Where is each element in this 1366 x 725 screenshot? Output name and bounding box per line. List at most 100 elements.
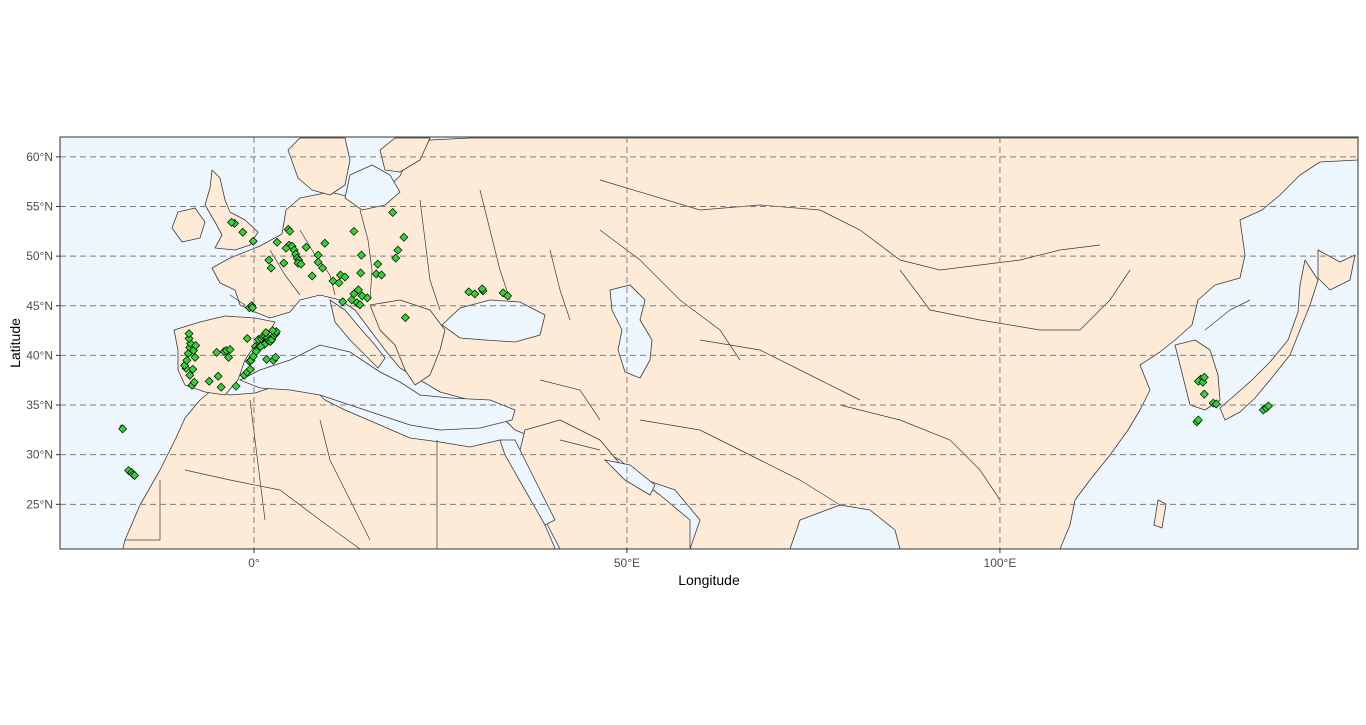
occurrence-point (184, 334, 194, 344)
occurrence-point (268, 326, 278, 336)
occurrence-point (356, 250, 366, 260)
occurrence-point (340, 272, 350, 282)
baltic-sea (344, 164, 401, 211)
occurrence-point (1193, 415, 1203, 425)
occurrence-point (393, 245, 403, 255)
occurrence-point (320, 238, 330, 248)
occurrence-point (391, 253, 401, 263)
occurrence-point (182, 355, 192, 365)
x-tick-label: 50°E (614, 556, 640, 570)
occurrence-point (248, 236, 258, 246)
occurrence-point (313, 257, 323, 267)
x-axis: 0° 50°E 100°E (248, 549, 1016, 570)
x-axis-title: Longitude (678, 572, 740, 588)
occurrence-point (216, 382, 226, 392)
occurrence-point (334, 278, 344, 288)
occurrence-point (1199, 372, 1209, 382)
occurrence-point (301, 242, 311, 252)
occurrence-point (362, 293, 372, 303)
occurrence-point (225, 344, 235, 354)
occurrence-point (355, 300, 365, 310)
occurrence-point (242, 334, 252, 344)
country-borders (125, 179, 1251, 549)
occurrence-point (1211, 399, 1221, 409)
occurrence-point (227, 217, 237, 227)
y-tick-label: 40°N (26, 348, 53, 362)
occurrence-point (238, 227, 248, 237)
y-tick-label: 25°N (26, 497, 53, 511)
occurrence-point (356, 268, 366, 278)
hokkaido-landmass (1317, 249, 1356, 291)
y-tick-label: 45°N (26, 299, 53, 313)
occurrence-point (1199, 389, 1209, 399)
occurrence-point (190, 352, 200, 362)
ireland-landmass (171, 207, 206, 243)
occurrence-point (231, 381, 241, 391)
red-sea (499, 439, 556, 526)
italy-landmass (329, 299, 386, 369)
grid-lines (60, 137, 1358, 549)
x-tick-label: 0° (248, 556, 260, 570)
finland-landmass (379, 137, 431, 173)
occurrence-point (377, 270, 387, 280)
occurrence-point (130, 471, 140, 481)
balkans-landmass (369, 299, 446, 386)
occurrence-point (256, 341, 266, 351)
occurrence-point (318, 263, 328, 273)
taiwan-landmass (1153, 499, 1167, 529)
occurrence-point (118, 424, 128, 434)
occurrence-point (373, 259, 383, 269)
occurrence-point (189, 377, 199, 387)
occurrence-point (184, 329, 194, 339)
y-tick-label: 30°N (26, 448, 53, 462)
occurrence-point (349, 226, 359, 236)
occurrence-point (185, 370, 195, 380)
caspian-sea (609, 284, 653, 379)
y-axis: 25°N 30°N 35°N 40°N 45°N 50°N 55°N 60°N (26, 150, 60, 511)
occurrence-point (261, 328, 271, 338)
occurrence-point (271, 352, 281, 362)
y-tick-label: 35°N (26, 398, 53, 412)
occurrence-point (248, 351, 258, 361)
black-sea (441, 299, 546, 343)
occurrence-point (188, 364, 198, 374)
occurrence-point (262, 354, 272, 364)
occurrence-point (264, 255, 274, 265)
occurrence-point (266, 263, 276, 273)
occurrence-point (272, 237, 282, 247)
inland-seas (239, 164, 656, 526)
y-axis-title: Latitude (7, 318, 23, 368)
occurrence-point (191, 340, 201, 350)
occurrence-point (224, 352, 234, 362)
land-layer (119, 137, 1358, 549)
x-tick-label: 100°E (984, 556, 1017, 570)
occurrence-point (400, 313, 410, 323)
occurrence-point (245, 364, 255, 374)
eurasia-landmass (211, 137, 1358, 549)
occurrence-point (399, 232, 409, 242)
y-tick-label: 50°N (26, 249, 53, 263)
occurrence-point (338, 297, 348, 307)
occurrence-point (279, 258, 289, 268)
occurrence-point (388, 207, 398, 217)
occurrence-point (307, 271, 317, 281)
occurrence-point (204, 376, 214, 386)
occurrence-point (285, 226, 295, 236)
point-layer (118, 207, 1273, 481)
y-tick-label: 55°N (26, 199, 53, 213)
occurrence-point (281, 243, 291, 253)
occurrence-point (212, 347, 222, 357)
occurrence-point (470, 289, 480, 299)
occurrence-point (213, 371, 223, 381)
mediterranean-sea (239, 344, 516, 431)
occurrence-point (1263, 401, 1273, 411)
occurrence-point (477, 284, 487, 294)
occurrence-point (503, 291, 513, 301)
japan-landmass (1219, 259, 1319, 421)
scandinavia-landmass (287, 137, 351, 196)
persian-gulf (603, 459, 656, 496)
panel-border (59, 136, 1359, 550)
occurrence-point (296, 259, 306, 269)
y-tick-label: 60°N (26, 150, 53, 164)
